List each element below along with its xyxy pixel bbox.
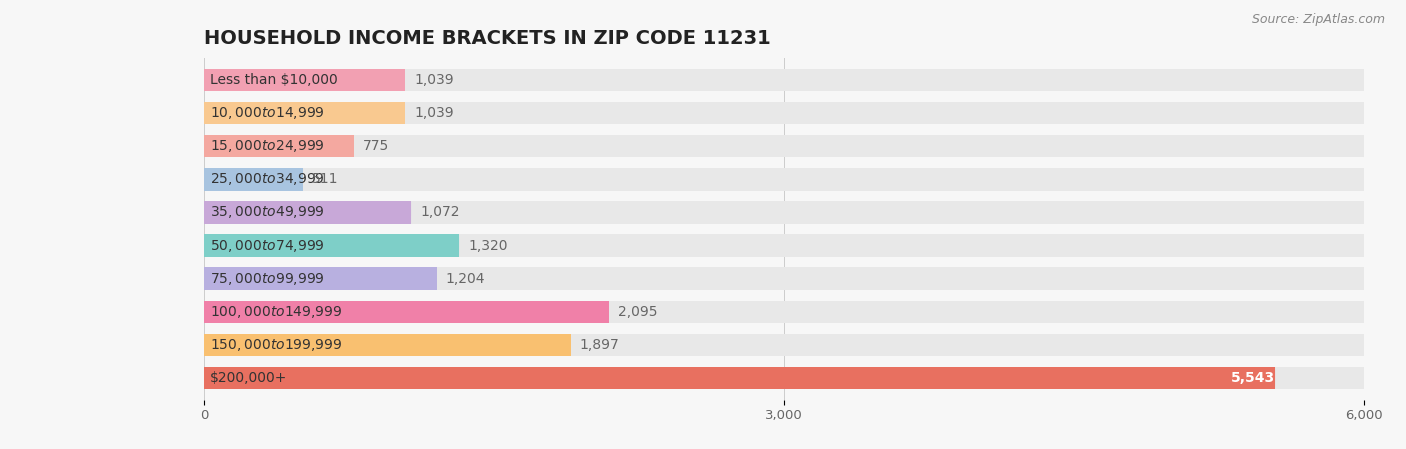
Bar: [204, 102, 1364, 124]
Bar: [204, 300, 609, 323]
Bar: [204, 367, 1364, 389]
Bar: [204, 234, 458, 257]
Text: $150,000 to $199,999: $150,000 to $199,999: [209, 337, 342, 353]
Bar: [204, 268, 1364, 290]
Bar: [204, 268, 437, 290]
Bar: [204, 102, 405, 124]
Text: $35,000 to $49,999: $35,000 to $49,999: [209, 204, 325, 220]
Text: 1,204: 1,204: [446, 272, 485, 286]
Text: $25,000 to $34,999: $25,000 to $34,999: [209, 172, 325, 187]
Text: Less than $10,000: Less than $10,000: [209, 73, 337, 87]
Text: $75,000 to $99,999: $75,000 to $99,999: [209, 271, 325, 286]
Text: 1,072: 1,072: [420, 206, 460, 220]
Text: 1,039: 1,039: [413, 73, 454, 87]
Bar: [204, 168, 1364, 190]
Bar: [204, 367, 1275, 389]
Bar: [204, 135, 1364, 158]
Text: $100,000 to $149,999: $100,000 to $149,999: [209, 304, 342, 320]
Text: $200,000+: $200,000+: [209, 371, 287, 385]
Bar: [204, 69, 1364, 91]
Bar: [204, 201, 1364, 224]
Text: 2,095: 2,095: [619, 305, 658, 319]
Text: 1,320: 1,320: [468, 238, 508, 252]
Text: 1,039: 1,039: [413, 106, 454, 120]
Bar: [204, 168, 302, 190]
Text: $10,000 to $14,999: $10,000 to $14,999: [209, 105, 325, 121]
Text: $15,000 to $24,999: $15,000 to $24,999: [209, 138, 325, 154]
Bar: [204, 300, 1364, 323]
Bar: [204, 334, 571, 356]
Text: Source: ZipAtlas.com: Source: ZipAtlas.com: [1251, 13, 1385, 26]
Bar: [204, 201, 411, 224]
Text: 775: 775: [363, 139, 389, 153]
Bar: [204, 234, 1364, 257]
Text: 511: 511: [312, 172, 339, 186]
Text: 5,543: 5,543: [1232, 371, 1275, 385]
Bar: [204, 135, 354, 158]
Text: $50,000 to $74,999: $50,000 to $74,999: [209, 238, 325, 254]
Bar: [204, 69, 405, 91]
Text: 1,897: 1,897: [579, 338, 620, 352]
Bar: [204, 334, 1364, 356]
Text: HOUSEHOLD INCOME BRACKETS IN ZIP CODE 11231: HOUSEHOLD INCOME BRACKETS IN ZIP CODE 11…: [204, 30, 770, 48]
